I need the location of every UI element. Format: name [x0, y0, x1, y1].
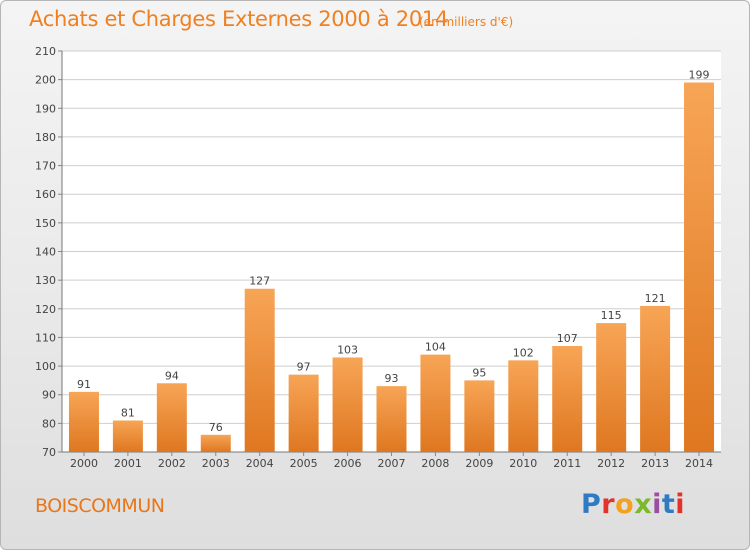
bar	[244, 288, 275, 452]
y-tick-label: 80	[42, 417, 56, 430]
data-label: 95	[472, 366, 486, 379]
y-tick-label: 100	[35, 360, 56, 373]
proxiti-logo[interactable]: Proxiti	[581, 489, 686, 520]
x-tick-label: 2014	[685, 457, 713, 470]
y-tick-label: 210	[35, 45, 56, 58]
x-tick-label: 2006	[334, 457, 362, 470]
bar	[376, 386, 407, 452]
data-label: 127	[249, 275, 270, 288]
x-tick-label: 2012	[597, 457, 625, 470]
data-label: 94	[165, 369, 179, 382]
bar	[112, 420, 143, 452]
y-tick-label: 190	[35, 102, 56, 115]
data-label: 102	[513, 346, 534, 359]
bar	[640, 305, 671, 452]
x-tick-label: 2001	[114, 457, 142, 470]
x-tick-label: 2002	[158, 457, 186, 470]
x-tick-label: 2003	[202, 457, 230, 470]
y-tick-label: 130	[35, 274, 56, 287]
data-label: 199	[689, 69, 710, 82]
bar	[420, 354, 451, 452]
data-label: 103	[337, 343, 358, 356]
data-label: 115	[601, 309, 622, 322]
bar	[596, 323, 627, 452]
chart-title: Achats et Charges Externes 2000 à 2014	[29, 7, 449, 31]
x-tick-label: 2007	[378, 457, 406, 470]
x-tick-label: 2010	[509, 457, 537, 470]
bar	[288, 374, 319, 452]
x-tick-label: 2000	[70, 457, 98, 470]
x-tick-label: 2005	[290, 457, 318, 470]
bar	[68, 391, 99, 452]
bar	[200, 434, 231, 452]
data-label: 91	[77, 378, 91, 391]
data-label: 121	[645, 292, 666, 305]
bar	[464, 380, 495, 452]
x-tick-label: 2008	[421, 457, 449, 470]
data-label: 104	[425, 341, 446, 354]
data-label: 97	[297, 361, 311, 374]
chart-subtitle: (en milliers d'€)	[419, 15, 514, 29]
y-tick-label: 160	[35, 188, 56, 201]
x-tick-label: 2013	[641, 457, 669, 470]
y-tick-label: 180	[35, 131, 56, 144]
y-tick-label: 140	[35, 246, 56, 259]
data-label: 107	[557, 332, 578, 345]
y-tick-label: 110	[35, 331, 56, 344]
y-tick-label: 90	[42, 389, 56, 402]
x-tick-label: 2004	[246, 457, 274, 470]
x-tick-label: 2009	[465, 457, 493, 470]
bar	[332, 357, 363, 452]
x-tick-label: 2011	[553, 457, 581, 470]
bar	[684, 82, 715, 452]
y-tick-label: 170	[35, 160, 56, 173]
bar	[156, 383, 187, 452]
data-label: 93	[385, 372, 399, 385]
y-tick-label: 70	[42, 446, 56, 459]
y-tick-label: 150	[35, 217, 56, 230]
data-label: 76	[209, 421, 223, 434]
bar	[552, 346, 583, 452]
y-tick-label: 120	[35, 303, 56, 316]
data-label: 81	[121, 406, 135, 419]
y-tick-label: 200	[35, 74, 56, 87]
bar	[508, 360, 539, 452]
commune-name: BOISCOMMUN	[35, 495, 165, 517]
